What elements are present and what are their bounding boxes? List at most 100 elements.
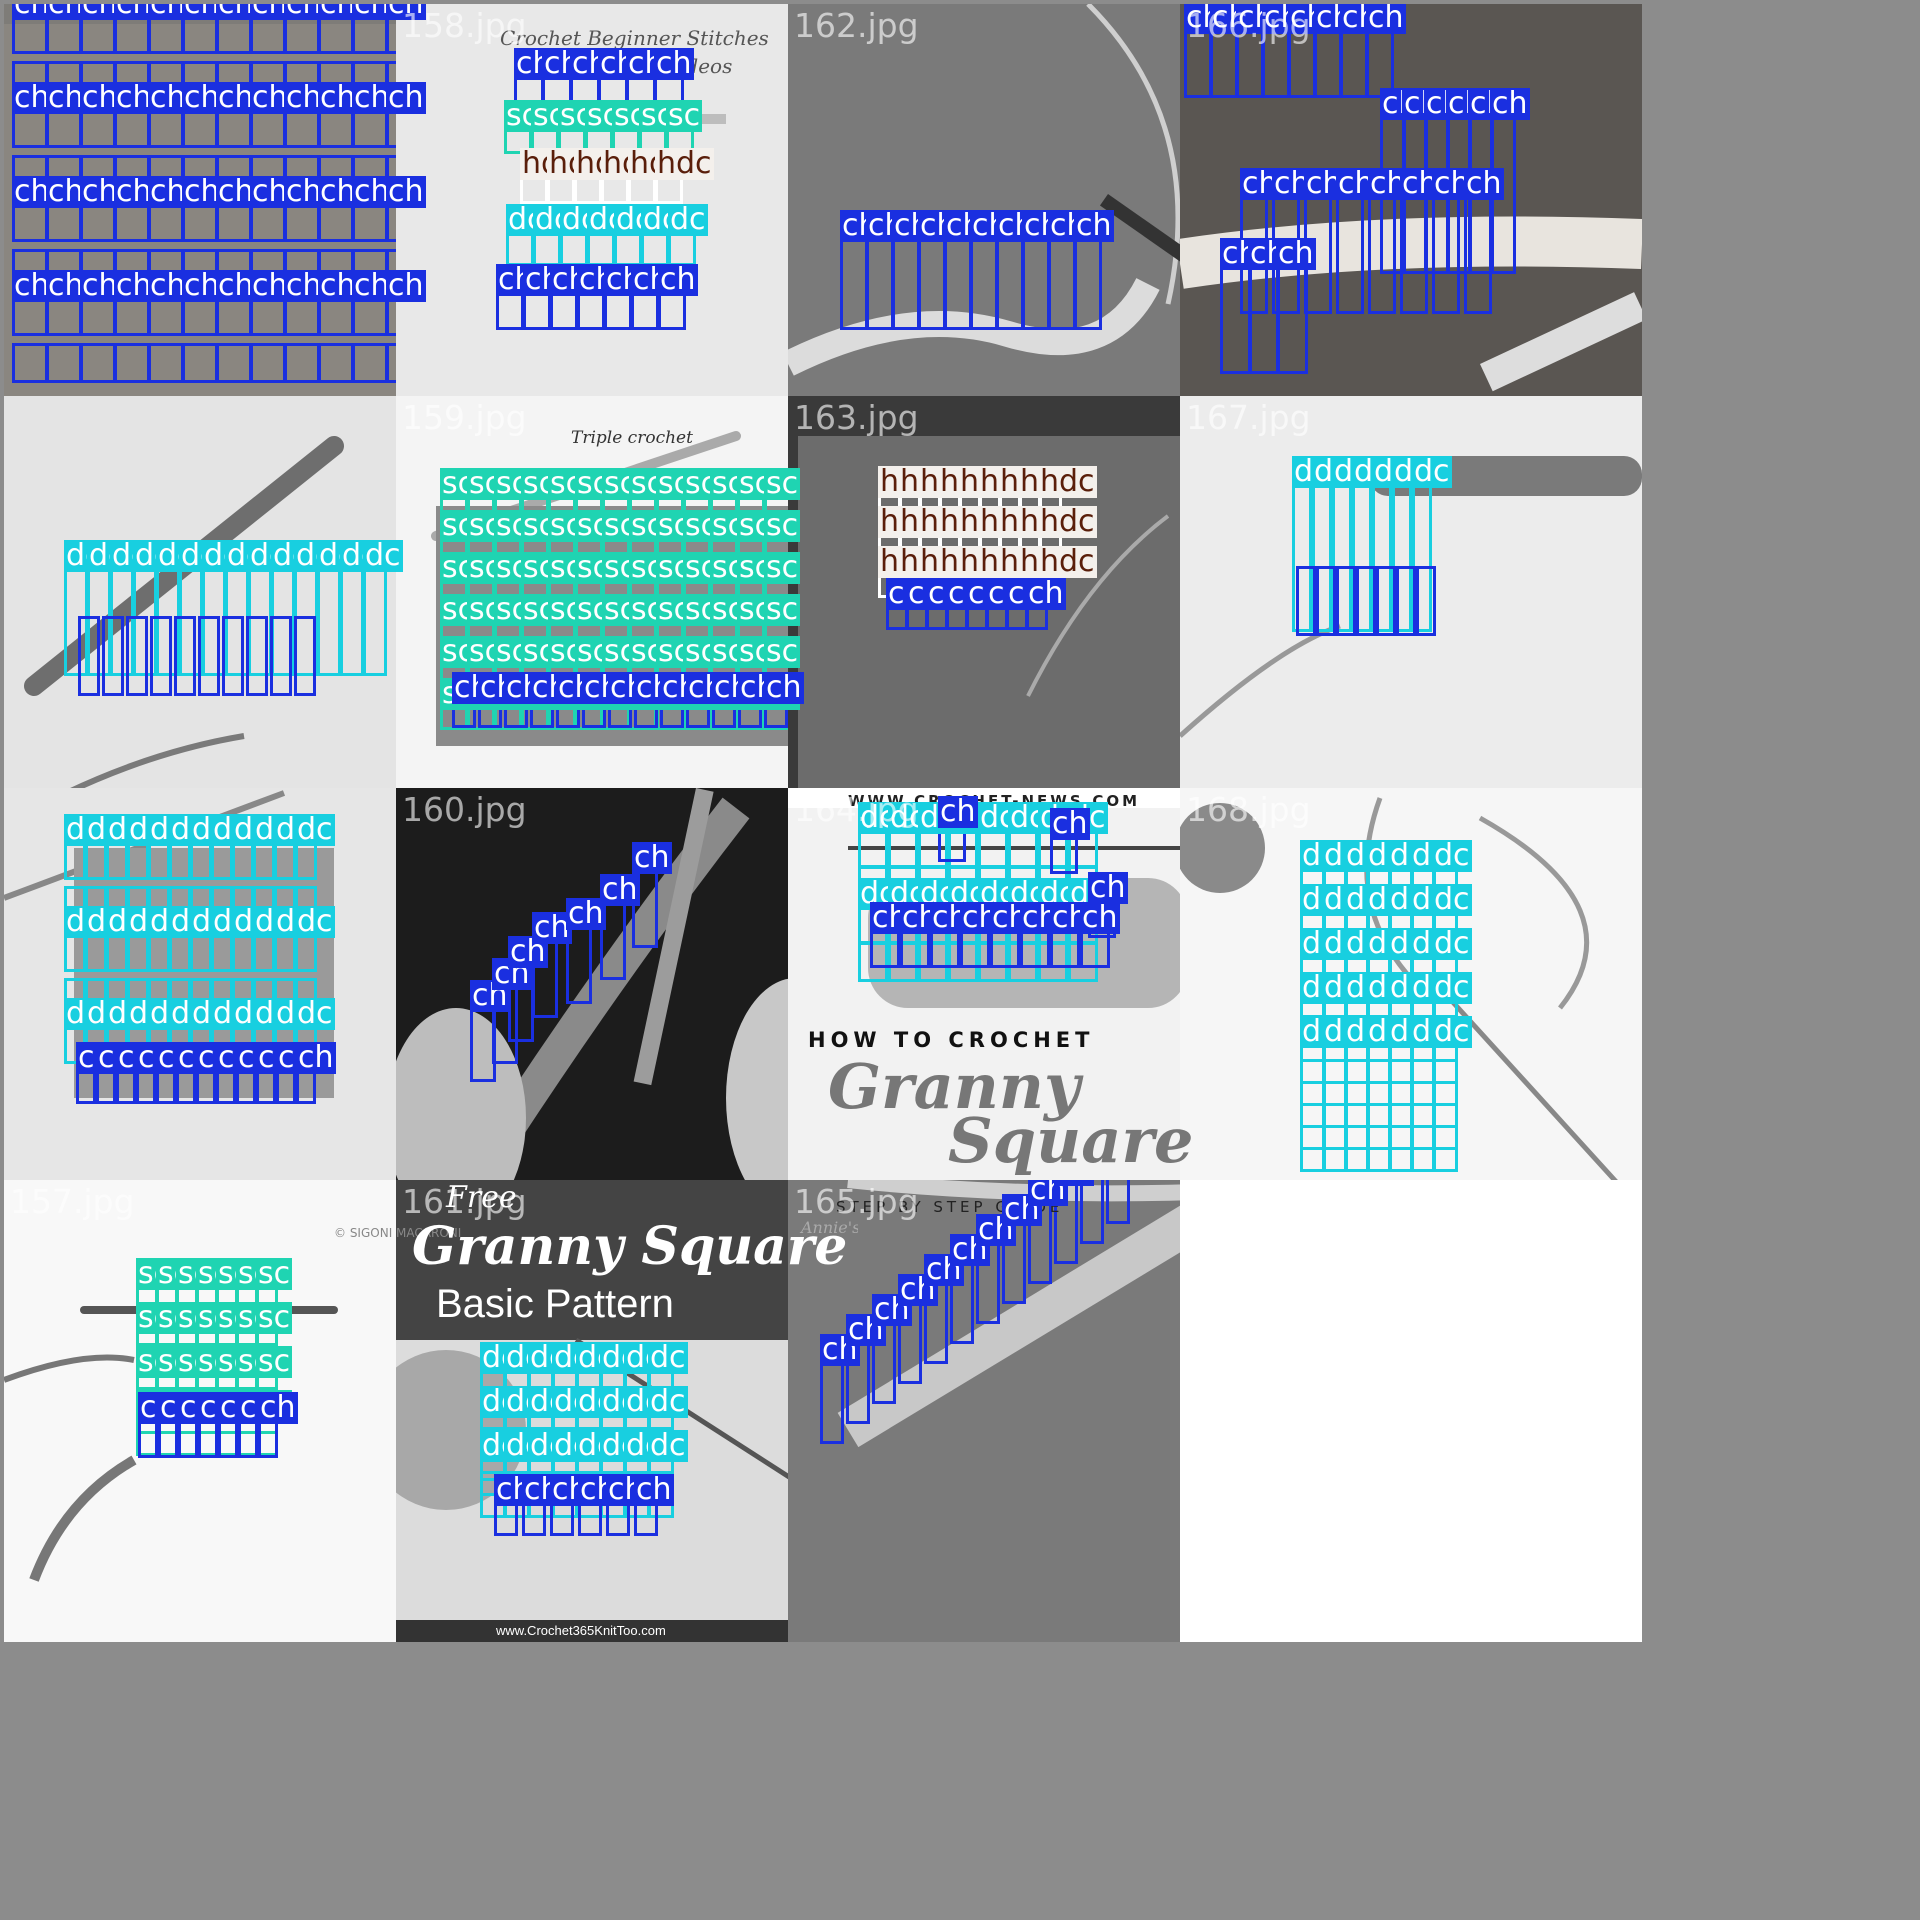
filename-label: 162.jpg (794, 6, 919, 45)
detection-box-ch (820, 1360, 844, 1444)
detection-label-ch: ch (532, 910, 572, 945)
detection-label-sc: sc (256, 1256, 293, 1291)
detection-box-ch (216, 343, 252, 383)
detection-box-ch (150, 616, 172, 696)
photo-wood-chain (1180, 4, 1642, 466)
detection-box-ch (1336, 194, 1364, 314)
detection-label-ch: ch (352, 268, 392, 303)
detection-box-ch (918, 236, 946, 330)
tile-09: © SIGONI MACARONI dc dc dc dc dc dc dc dc dc dc dc… (4, 788, 466, 1250)
detection-label-ch: ch (566, 896, 606, 931)
filename-label: 165.jpg (794, 1182, 919, 1221)
detection-label-ch: ch (1272, 166, 1312, 201)
detection-label-ch: ch (1050, 806, 1090, 841)
tile-161: 161.jpg Free Granny Square Basic Pattern… (396, 1180, 858, 1642)
detection-label-ch: ch (284, 4, 324, 20)
detection-label-dc: dc (648, 1384, 688, 1419)
detection-label-ch: ch (216, 268, 256, 303)
detection-box-ch (970, 236, 998, 330)
detection-box-ch (270, 616, 292, 696)
detection-box-ch (1022, 236, 1050, 330)
detection-label-sc: sc (764, 592, 801, 627)
detection-box-ch (294, 616, 316, 696)
detection-box-ch (1314, 28, 1342, 98)
detection-label-ch: ch (114, 80, 154, 115)
detection-label-ch: ch (12, 268, 52, 303)
filename-label: 159.jpg (402, 398, 527, 437)
detection-box-ch (284, 343, 320, 383)
filename-label: 157.jpg (10, 1182, 135, 1221)
detection-label-ch: ch (764, 670, 804, 705)
detection-label-ch: ch (386, 80, 426, 115)
detection-label-ch: ch (216, 4, 256, 20)
detection-label-ch: ch (632, 840, 672, 875)
detection-box-dc (978, 942, 1008, 982)
detection-box-ch (126, 616, 148, 696)
detection-label-ch: ch (80, 80, 120, 115)
pattern-title: Basic Pattern (436, 1282, 674, 1326)
detection-box-dc (858, 942, 888, 982)
detection-box-ch (80, 343, 116, 383)
detection-box-ch (1376, 566, 1396, 636)
tile-163: 163.jpg hdchdchdchdchdchdchdchdchdchdchd… (788, 396, 1250, 858)
detection-label-ch: ch (386, 268, 426, 303)
detection-label-sc: sc (764, 634, 801, 669)
detection-box-ch (182, 343, 218, 383)
detection-label-ch: ch (182, 80, 222, 115)
tile-168: 168.jpg dc dc dc dc dc dc dc dc dc dc dc dc dc dc dc dc… (1180, 788, 1642, 1250)
tile-empty (1180, 1180, 1642, 1642)
detection-label-dc: dc (648, 1428, 688, 1463)
detection-box-ch (114, 343, 150, 383)
guide-script-1: Granny (828, 1050, 1080, 1123)
filename-label: 167.jpg (1186, 398, 1311, 437)
detection-box-dc (340, 566, 364, 676)
detection-box-ch (1356, 566, 1376, 636)
detection-box-dc (1068, 942, 1098, 982)
detection-label-sc: sc (764, 550, 801, 585)
detection-label-ch: ch (216, 80, 256, 115)
detection-box-ch (892, 236, 920, 330)
detection-label-ch: ch (318, 80, 358, 115)
detection-label-ch: ch (80, 4, 120, 20)
detection-box-ch (246, 616, 268, 696)
detection-box-ch (1336, 566, 1356, 636)
filename-label: 168.jpg (1186, 790, 1311, 829)
detection-label-dc: dc (1412, 454, 1452, 489)
detection-box-ch (1074, 236, 1102, 330)
detection-label-ch: ch (284, 80, 324, 115)
detection-label-ch: ch (12, 80, 52, 115)
detection-label-dc: dc (1432, 970, 1472, 1005)
detection-box-ch (148, 343, 184, 383)
detection-label-ch: ch (1490, 86, 1530, 121)
detection-label-dc: dc (295, 812, 335, 847)
detection-label-sc: sc (737, 466, 774, 501)
detection-label-ch: ch (216, 174, 256, 209)
detection-label-ch: ch (148, 4, 188, 20)
detection-label-ch: ch (148, 174, 188, 209)
detection-box-ch (1296, 566, 1316, 636)
detection-label-hdc: hdc (1038, 504, 1097, 539)
tile-157: 157.jpg sc sc sc sc sc sc sc sc sc sc sc sc sc sc sc sc… (4, 1180, 466, 1642)
detection-label-ch: ch (1074, 208, 1114, 243)
detection-label-ch: ch (1054, 1180, 1094, 1186)
detection-box-ch (1106, 1180, 1130, 1224)
detection-label-ch: ch (114, 268, 154, 303)
filename-label: 158.jpg (402, 6, 527, 45)
guide-heading: HOW TO CROCHET (808, 1028, 1095, 1052)
detection-label-ch: ch (318, 268, 358, 303)
detection-label-ch: ch (1464, 166, 1504, 201)
tile-166: 166.jpg ch ch ch ch ch ch ch ch ch ch ch ch ch ch ch ch… (1180, 4, 1642, 466)
detection-box-ch (198, 616, 220, 696)
detection-box-ch (1276, 264, 1308, 374)
detection-label-ch: ch (654, 46, 694, 81)
detection-label-hdc: hdc (1038, 464, 1097, 499)
detection-label-ch: ch (1002, 1192, 1042, 1227)
detection-label-ch: ch (600, 872, 640, 907)
detection-label-ch: ch (1080, 900, 1120, 935)
detection-label-dc: dc (1432, 1014, 1472, 1049)
detection-label-ch: ch (846, 1312, 886, 1347)
detection-label-ch: ch (148, 268, 188, 303)
pattern-url: www.Crochet365KnitToo.com (496, 1623, 666, 1638)
